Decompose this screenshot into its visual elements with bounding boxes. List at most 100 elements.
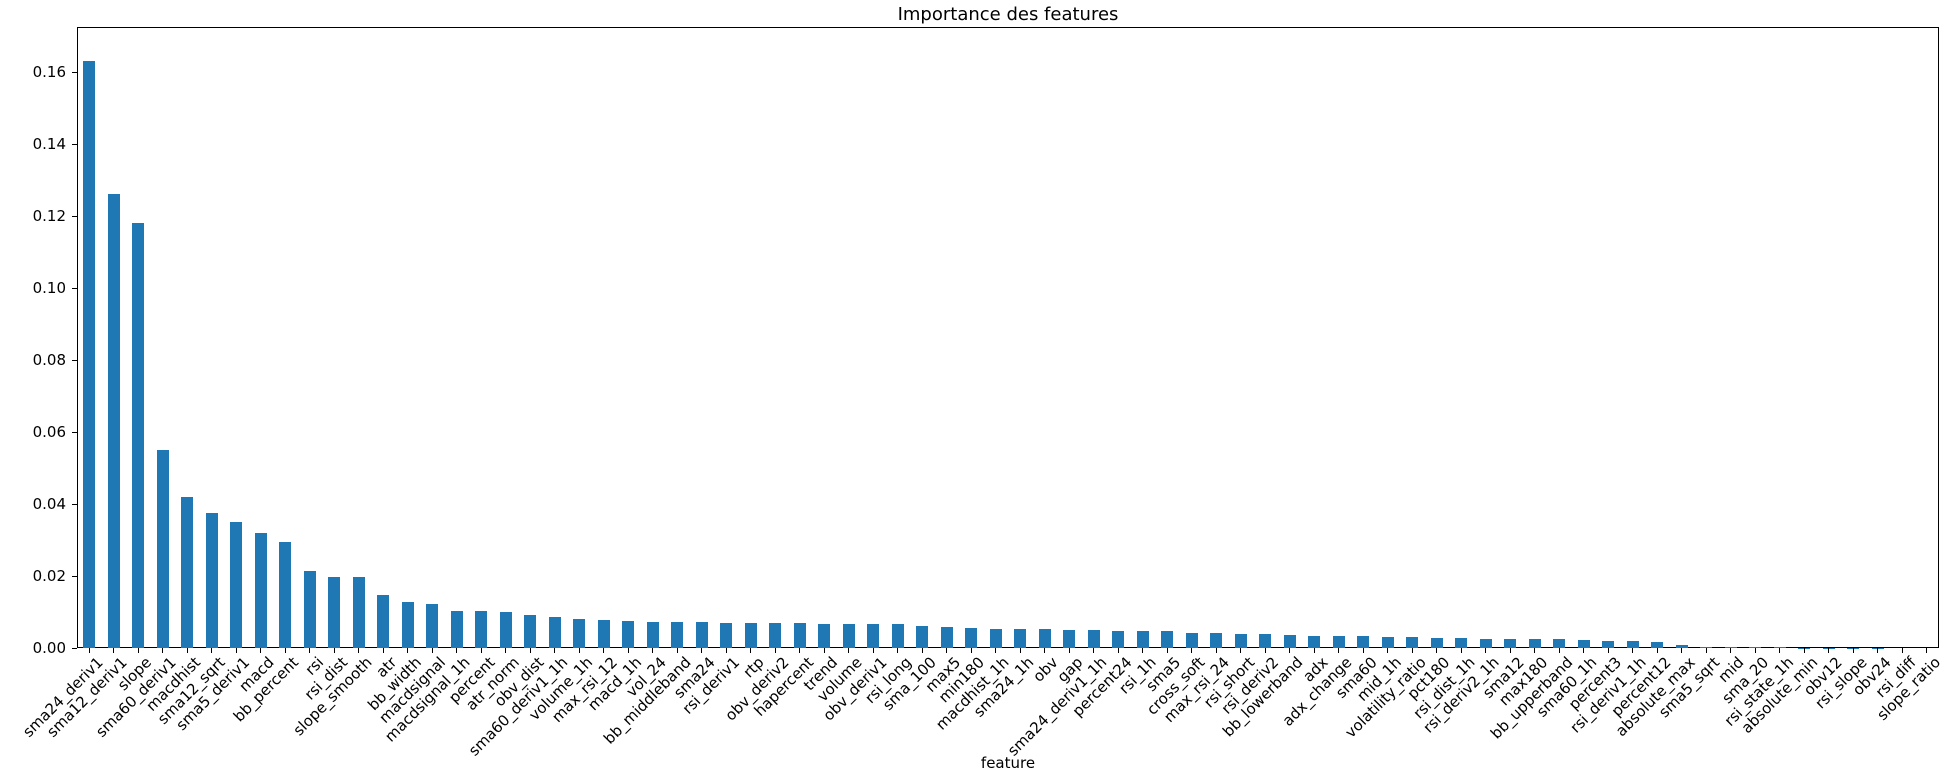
- x-tick-mark: [1240, 648, 1242, 653]
- x-tick-mark: [480, 648, 482, 653]
- x-tick-mark: [1828, 648, 1830, 653]
- bar: [940, 627, 953, 648]
- x-tick-mark: [1044, 648, 1046, 653]
- x-tick-mark: [1705, 648, 1707, 653]
- bar: [328, 576, 341, 648]
- x-tick-mark: [211, 648, 213, 653]
- bar: [205, 513, 218, 648]
- x-tick-mark: [260, 648, 262, 653]
- bar: [671, 622, 684, 648]
- bar: [83, 61, 96, 648]
- x-tick-mark: [1656, 648, 1658, 653]
- x-axis-title: feature: [980, 754, 1036, 772]
- x-tick-mark: [1264, 648, 1266, 653]
- y-tick-label: 0.06: [32, 423, 66, 441]
- bar: [622, 620, 635, 648]
- bar: [548, 617, 561, 648]
- bar: [1234, 633, 1247, 648]
- x-tick-mark: [1215, 648, 1217, 653]
- bar: [1308, 635, 1321, 648]
- bar: [1014, 628, 1027, 648]
- bar: [1087, 630, 1100, 648]
- x-tick-mark: [1509, 648, 1511, 653]
- x-tick-mark: [358, 648, 360, 653]
- y-tick-label: 0.14: [32, 135, 66, 153]
- bar: [695, 622, 708, 648]
- x-tick-mark: [113, 648, 115, 653]
- x-tick-mark: [162, 648, 164, 653]
- plot-area: [77, 27, 1939, 648]
- bar: [181, 496, 194, 648]
- x-tick-mark: [995, 648, 997, 653]
- x-tick-mark: [1681, 648, 1683, 653]
- x-tick-mark: [1362, 648, 1364, 653]
- bar: [1504, 639, 1517, 648]
- x-tick-mark: [1166, 648, 1168, 653]
- bar: [230, 522, 243, 648]
- y-tick-mark: [72, 143, 77, 145]
- bar: [1063, 629, 1076, 648]
- bar: [1700, 646, 1713, 648]
- y-tick-label: 0.04: [32, 495, 66, 513]
- x-tick-mark: [1338, 648, 1340, 653]
- bar: [1381, 636, 1394, 648]
- x-tick-mark: [1632, 648, 1634, 653]
- x-tick-mark: [627, 648, 629, 653]
- bar: [1430, 637, 1443, 648]
- bar: [1675, 644, 1688, 648]
- bar: [744, 622, 757, 648]
- x-tick-mark: [652, 648, 654, 653]
- x-tick-mark: [1093, 648, 1095, 653]
- y-tick-mark: [72, 503, 77, 505]
- x-tick-mark: [701, 648, 703, 653]
- bar: [1479, 638, 1492, 648]
- bar: [1406, 637, 1419, 648]
- y-tick-mark: [72, 287, 77, 289]
- bar: [769, 623, 782, 648]
- x-tick-mark: [1803, 648, 1805, 653]
- x-tick-mark: [1852, 648, 1854, 653]
- x-tick-mark: [1313, 648, 1315, 653]
- x-tick-mark: [799, 648, 801, 653]
- bar: [450, 610, 463, 648]
- bar: [1038, 629, 1051, 648]
- bar: [1651, 641, 1664, 648]
- x-tick-mark: [725, 648, 727, 653]
- y-tick-mark: [72, 575, 77, 577]
- x-tick-mark: [897, 648, 899, 653]
- x-tick-mark: [1534, 648, 1536, 653]
- bar: [1136, 631, 1149, 648]
- bar: [1528, 639, 1541, 648]
- bar: [1332, 636, 1345, 648]
- x-tick-mark: [1901, 648, 1903, 653]
- bar: [720, 622, 733, 648]
- bar: [646, 621, 659, 648]
- x-tick-mark: [1779, 648, 1781, 653]
- bar: [818, 623, 831, 648]
- x-tick-mark: [1387, 648, 1389, 653]
- bar: [499, 611, 512, 648]
- x-tick-mark: [407, 648, 409, 653]
- x-tick-mark: [284, 648, 286, 653]
- chart-title: Importance des features: [897, 4, 1119, 25]
- bar: [916, 625, 929, 648]
- bar: [1210, 632, 1223, 648]
- y-tick-label: 0.10: [32, 279, 66, 297]
- x-tick-mark: [848, 648, 850, 653]
- x-tick-mark: [1730, 648, 1732, 653]
- bar: [891, 624, 904, 648]
- bar: [377, 595, 390, 648]
- bar: [254, 532, 267, 648]
- x-tick-mark: [1583, 648, 1585, 653]
- bar: [107, 194, 120, 648]
- x-tick-mark: [431, 648, 433, 653]
- bar: [1161, 631, 1174, 648]
- x-tick-mark: [186, 648, 188, 653]
- x-tick-mark: [1142, 648, 1144, 653]
- bar: [132, 223, 145, 648]
- x-tick-mark: [1558, 648, 1560, 653]
- y-tick-mark: [72, 647, 77, 649]
- x-tick-mark: [1068, 648, 1070, 653]
- bar: [1112, 630, 1125, 648]
